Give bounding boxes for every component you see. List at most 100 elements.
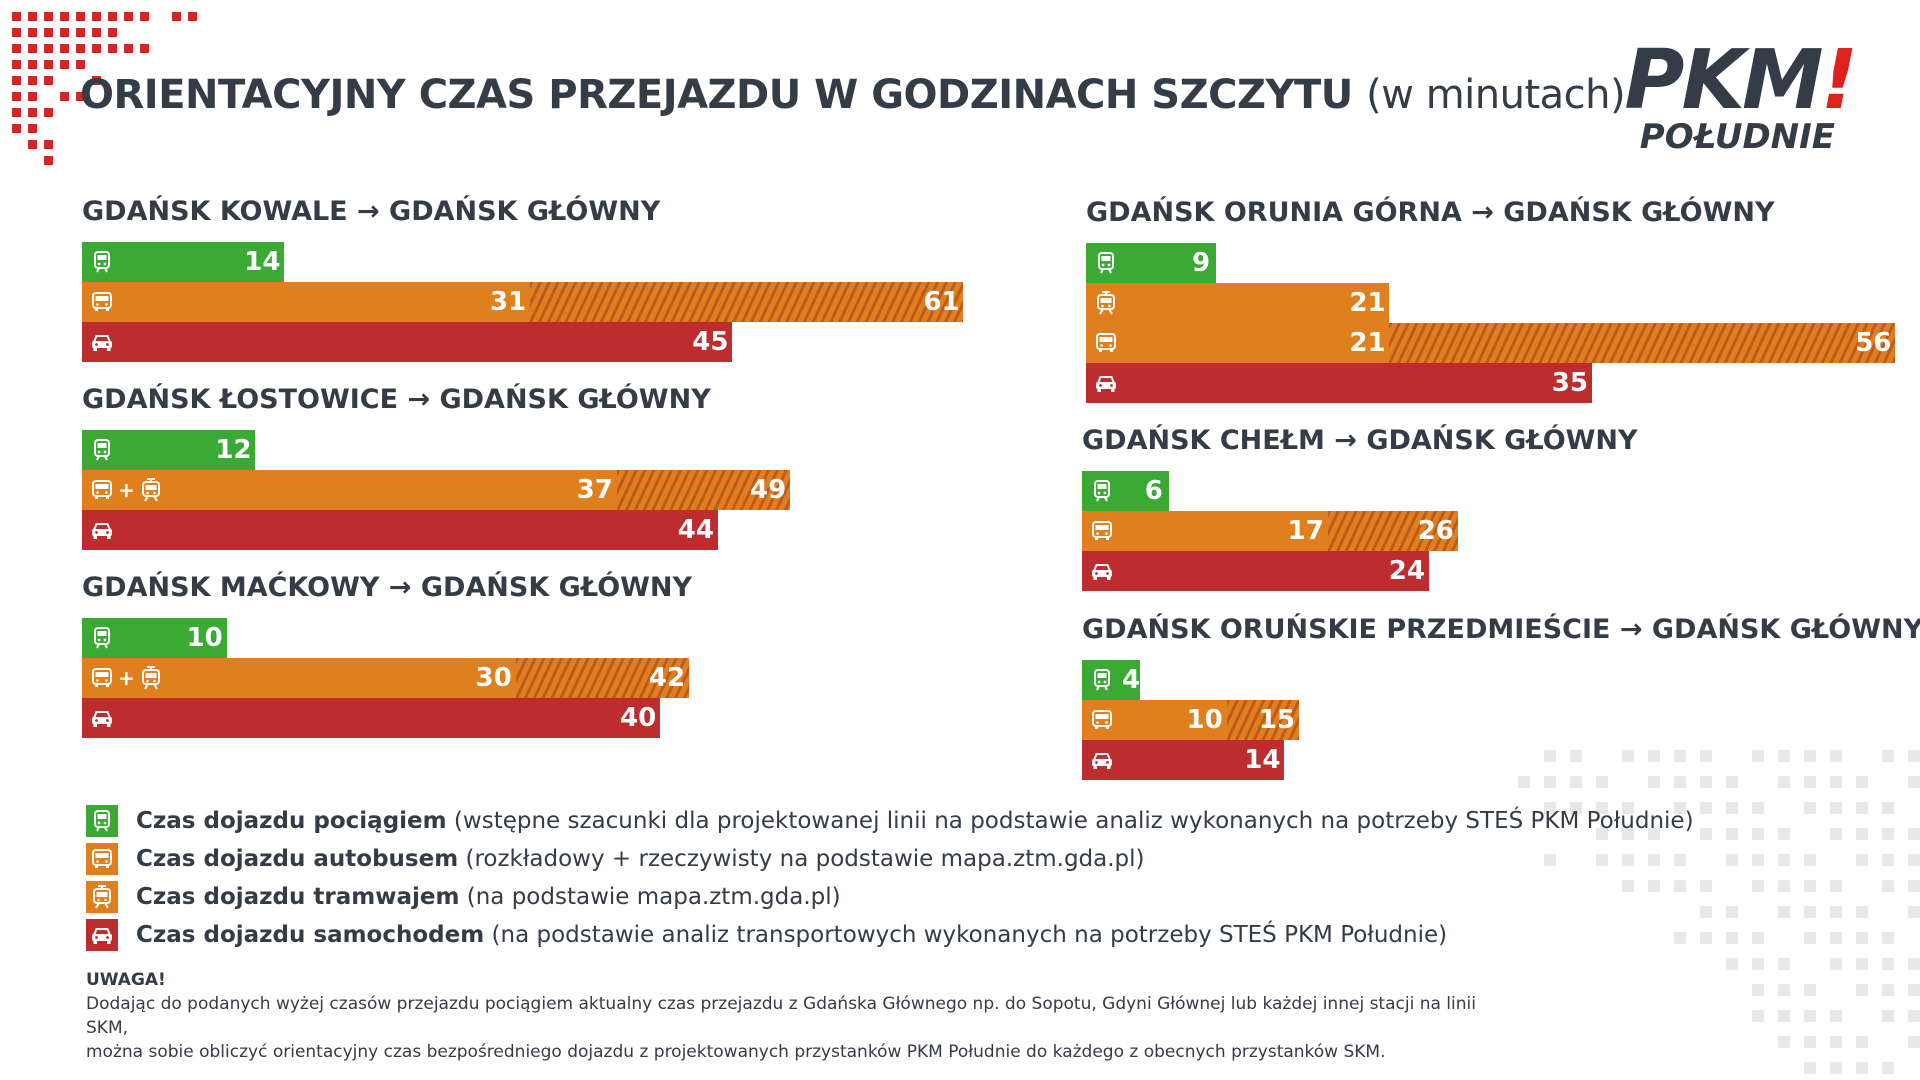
decor-dot (1700, 880, 1712, 892)
mode-icons (1090, 668, 1114, 692)
decor-dot (1908, 958, 1920, 970)
decorative-dots-top-left (12, 12, 197, 165)
decor-dot (1830, 958, 1842, 970)
decor-dot (60, 60, 69, 69)
decor-dot (1882, 802, 1894, 814)
plus-sign: + (118, 666, 135, 690)
bar-car: 35 (1086, 363, 1775, 403)
tram-icon (90, 885, 114, 909)
decor-dot (28, 92, 37, 101)
tram-icon (139, 478, 163, 502)
decor-dot (44, 156, 53, 165)
bar-value-segment (1086, 363, 1592, 403)
bar-train: 4 (1082, 660, 1920, 700)
bar-value-segment (1082, 471, 1169, 511)
decor-dot (1856, 932, 1868, 944)
decor-dot (1804, 1036, 1816, 1048)
legend-swatch-tram (86, 881, 118, 913)
logo-poludnie: POŁUDNIE (1639, 117, 1835, 157)
mode-icons (90, 290, 114, 314)
bar-train: 6 (1082, 471, 1638, 511)
mode-icons (1090, 479, 1114, 503)
bar-value-label: 14 (1244, 745, 1281, 775)
bar-train: 12 (82, 430, 711, 470)
decor-dot (1856, 802, 1868, 814)
bar-value-segment (82, 698, 660, 738)
decor-dot (28, 124, 37, 133)
decor-dot (28, 76, 37, 85)
decor-dot (1700, 802, 1712, 814)
title-main: ORIENTACYJNY CZAS PRZEJAZDU W GODZINACH … (80, 72, 1353, 118)
decor-dot (172, 12, 181, 21)
bar-value-label: 44 (677, 515, 714, 545)
decor-dot (1804, 984, 1816, 996)
decor-dot (1778, 1010, 1790, 1022)
decor-dot (1830, 906, 1842, 918)
route-title: GDAŃSK MAĆKOWY → GDAŃSK GŁÓWNY (82, 572, 693, 603)
bar-train: 10 (82, 618, 692, 658)
car-icon (90, 518, 114, 542)
decor-dot (28, 108, 37, 117)
decor-dot (1908, 1010, 1920, 1022)
decor-dot (1752, 880, 1764, 892)
mode-icons (1094, 291, 1118, 315)
bar-value-label: 45 (692, 327, 729, 357)
bar-max-label: 15 (1258, 705, 1295, 735)
decor-dot (1752, 828, 1764, 840)
bus-icon (90, 478, 114, 502)
decor-dot (1778, 854, 1790, 866)
bar-car: 44 (82, 510, 718, 550)
decor-dot (1882, 880, 1894, 892)
bar-value-label: 37 (576, 475, 613, 505)
route-title: GDAŃSK ŁOSTOWICE → GDAŃSK GŁÓWNY (82, 384, 711, 415)
train-icon (1090, 479, 1114, 503)
legend-swatch-car (86, 919, 118, 951)
decor-dot (1804, 854, 1816, 866)
decor-dot (1804, 932, 1816, 944)
title-subtitle: (w minutach) (1366, 72, 1626, 118)
bar-value-label: 9 (1192, 248, 1211, 278)
decor-dot (1804, 1010, 1816, 1022)
decor-dot (76, 60, 85, 69)
decor-dot (1778, 906, 1790, 918)
decor-dot (1778, 958, 1790, 970)
car-icon (1094, 371, 1118, 395)
route-group: GDAŃSK ORUŃSKIE PRZEDMIEŚCIE → GDAŃSK GŁ… (1082, 612, 1920, 780)
decor-dot (1908, 828, 1920, 840)
bar-bus-tram: +30 42 (82, 658, 692, 698)
decor-dot (1856, 906, 1868, 918)
decor-dot (1752, 932, 1764, 944)
decor-dot (60, 12, 69, 21)
pkm-poludnie-logo: PKM! POŁUDNIE (1615, 40, 1858, 160)
decor-dot (12, 108, 21, 117)
decor-dot (92, 44, 101, 53)
decor-dot (1908, 880, 1920, 892)
car-icon (90, 706, 114, 730)
decor-dot (44, 12, 53, 21)
decor-dot (1856, 1062, 1868, 1074)
decor-dot (76, 92, 85, 101)
decor-dot (108, 12, 117, 21)
decor-dot (28, 28, 37, 37)
mode-icons (1090, 559, 1114, 583)
bar-value-segment (1082, 740, 1285, 780)
bar-tram: 21 (1086, 283, 1775, 323)
decor-dot (140, 12, 149, 21)
car-icon (1090, 748, 1114, 772)
bar-max-label: 42 (648, 663, 686, 693)
train-icon (1094, 251, 1118, 275)
bar-value-label: 35 (1551, 368, 1588, 398)
mode-icons (90, 518, 114, 542)
bar-car: 24 (1082, 551, 1638, 591)
page-title: ORIENTACYJNY CZAS PRZEJAZDU W GODZINACH … (80, 72, 1626, 118)
decor-dot (1778, 828, 1790, 840)
bar-bus-tram: +37 49 (82, 470, 791, 510)
bar-car: 40 (82, 698, 692, 738)
decor-dot (1856, 1036, 1868, 1048)
bar-value-segment (82, 470, 617, 510)
bar-value-segment (1082, 700, 1227, 740)
decor-dot (28, 12, 37, 21)
decor-dot (1726, 854, 1738, 866)
decor-dot (108, 44, 117, 53)
decor-dot (28, 44, 37, 53)
